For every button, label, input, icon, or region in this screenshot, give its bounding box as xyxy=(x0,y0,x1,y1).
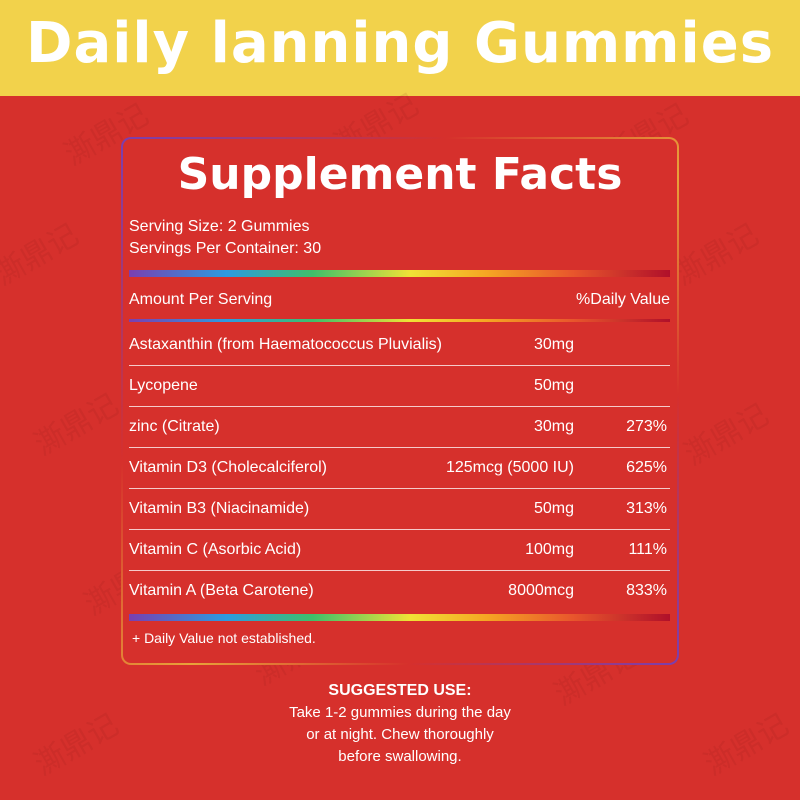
daily-value-footnote: + Daily Value not established. xyxy=(132,630,316,646)
nutrient-dv: 273% xyxy=(626,418,667,435)
nutrient-name: Lycopene xyxy=(129,377,198,394)
nutrient-dv: 625% xyxy=(626,459,667,476)
supplement-facts-panel: Supplement Facts Serving Size: 2 Gummies… xyxy=(121,137,679,665)
suggested-use-line: Take 1-2 gummies during the day xyxy=(289,704,511,721)
rainbow-divider-top xyxy=(129,270,670,277)
nutrient-name: Vitamin B3 (Niacinamide) xyxy=(129,500,310,517)
watermark-text: 澌鼎记 xyxy=(699,707,795,783)
table-row: zinc (Citrate) 30mg 273% xyxy=(129,407,670,448)
nutrient-name: Astaxanthin (from Haematococcus Pluviali… xyxy=(129,336,443,353)
suggested-use-line: before swallowing. xyxy=(338,748,462,765)
table-row: Lycopene 50mg xyxy=(129,366,670,407)
nutrient-amount: 8000mcg xyxy=(508,582,574,599)
brand-title: Daily lanning Gummies xyxy=(25,11,775,76)
top-banner xyxy=(0,0,800,96)
nutrient-name: Vitamin C (Asorbic Acid) xyxy=(129,541,302,558)
nutrient-name: Vitamin D3 (Cholecalciferol) xyxy=(129,459,327,476)
nutrient-amount: 125mcg (5000 IU) xyxy=(445,459,574,476)
table-row: Vitamin C (Asorbic Acid) 100mg 111% xyxy=(129,530,670,571)
nutrient-amount: 30mg xyxy=(533,336,574,353)
watermark-text: 澌鼎记 xyxy=(669,217,765,293)
serving-size: Serving Size: 2 Gummies xyxy=(129,218,310,235)
table-row: Vitamin D3 (Cholecalciferol) 125mcg (500… xyxy=(129,448,670,489)
suggested-use: SUGGESTED USE: Take 1-2 gummies during t… xyxy=(200,680,600,768)
table-header: Amount Per Serving %Daily Value xyxy=(129,288,670,312)
table-row: Vitamin A (Beta Carotene) 8000mcg 833% xyxy=(129,571,670,612)
watermark-text: 澌鼎记 xyxy=(29,387,125,463)
nutrient-amount: 50mg xyxy=(533,377,574,394)
nutrient-dv: 833% xyxy=(626,582,667,599)
nutrient-name: Vitamin A (Beta Carotene) xyxy=(129,582,314,599)
watermark-text: 澌鼎记 xyxy=(679,397,775,473)
amount-per-serving-header: Amount Per Serving xyxy=(129,291,273,308)
servings-per-container: Servings Per Container: 30 xyxy=(129,240,322,257)
nutrient-dv: 313% xyxy=(626,500,667,517)
nutrient-amount: 100mg xyxy=(525,541,574,558)
nutrient-dv: 111% xyxy=(628,541,667,558)
watermark-text: 澌鼎记 xyxy=(0,217,85,293)
rainbow-divider-header xyxy=(129,319,670,322)
suggested-use-line: or at night. Chew thoroughly xyxy=(306,726,494,743)
suggested-use-heading: SUGGESTED USE: xyxy=(328,682,472,699)
table-row: Vitamin B3 (Niacinamide) 50mg 313% xyxy=(129,489,670,530)
table-row: Astaxanthin (from Haematococcus Pluviali… xyxy=(129,325,670,366)
watermark-text: 澌鼎记 xyxy=(29,707,125,783)
nutrient-name: zinc (Citrate) xyxy=(129,418,220,435)
daily-value-header: %Daily Value xyxy=(576,291,670,308)
nutrient-amount: 50mg xyxy=(533,500,574,517)
supplement-facts-title: Supplement Facts xyxy=(177,149,623,200)
nutrient-amount: 30mg xyxy=(533,418,574,435)
rainbow-divider-bottom xyxy=(129,614,670,621)
nutrient-table: Astaxanthin (from Haematococcus Pluviali… xyxy=(129,325,670,612)
